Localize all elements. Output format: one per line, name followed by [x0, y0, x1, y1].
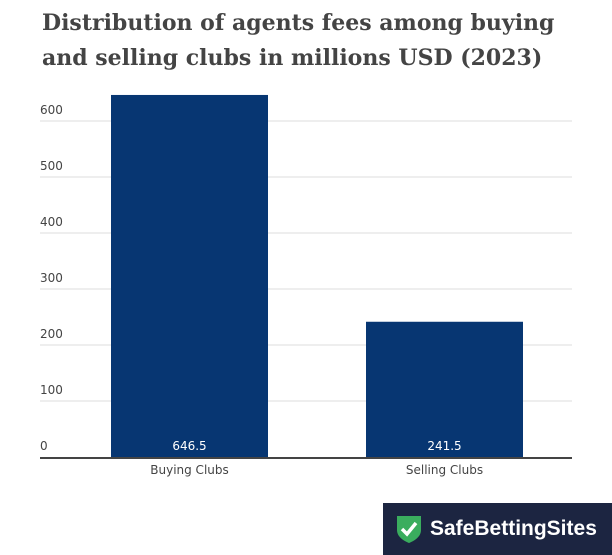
shield-check-icon [397, 516, 421, 543]
bar-buying-clubs [111, 94, 268, 458]
bar-chart: 0 100 200 300 400 500 600 646.5 Buying Clubs 241.… [40, 94, 572, 477]
x-tick-label: Buying Clubs [150, 463, 229, 477]
brand-logo: SafeBettingSites [383, 503, 612, 555]
x-tick-label: Selling Clubs [406, 463, 483, 477]
chart-title: Distribution of agents fees among buying… [42, 10, 555, 71]
y-tick-label: 300 [40, 271, 63, 285]
value-label: 241.5 [427, 439, 461, 453]
brand-name: SafeBettingSites [430, 517, 597, 540]
y-tick-label: 600 [40, 103, 63, 117]
y-tick-label: 500 [40, 159, 63, 173]
y-tick-label: 200 [40, 327, 63, 341]
y-tick-label: 400 [40, 215, 63, 229]
value-label: 646.5 [172, 439, 206, 453]
y-tick-label: 100 [40, 383, 63, 397]
y-tick-label: 0 [40, 439, 48, 453]
bar-selling-clubs [366, 321, 523, 457]
